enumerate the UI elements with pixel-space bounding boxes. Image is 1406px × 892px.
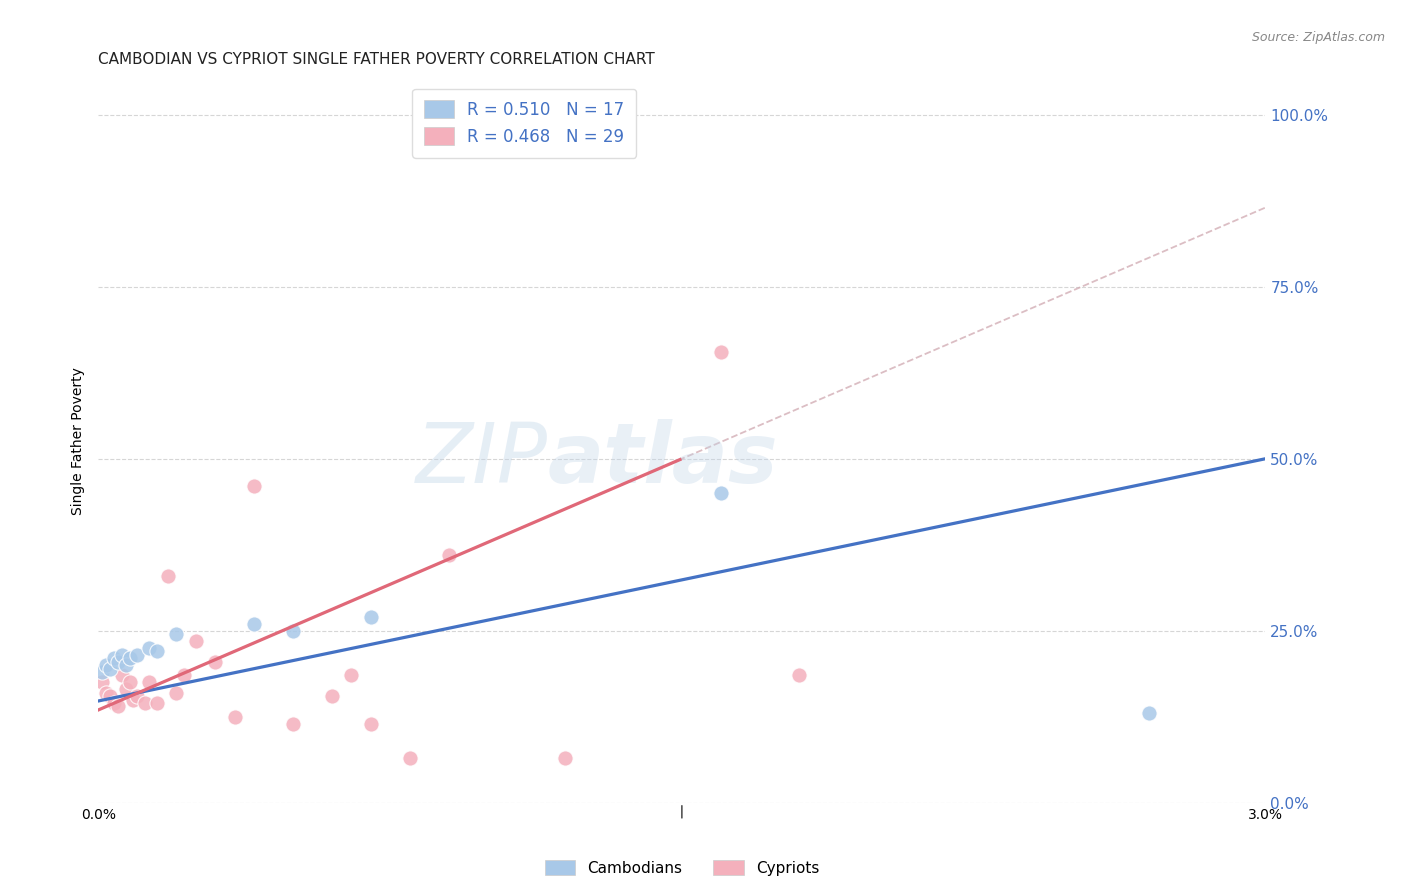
Point bbox=[1137, 706, 1160, 721]
Point bbox=[787, 668, 810, 682]
Point bbox=[98, 689, 121, 703]
Point bbox=[122, 692, 145, 706]
Point bbox=[138, 640, 160, 655]
Text: atlas: atlas bbox=[548, 419, 779, 500]
Point bbox=[165, 627, 187, 641]
Point bbox=[134, 696, 156, 710]
Point bbox=[165, 686, 187, 700]
Point bbox=[340, 668, 363, 682]
Point bbox=[127, 689, 149, 703]
Legend: Cambodians, Cypriots: Cambodians, Cypriots bbox=[538, 854, 825, 882]
Point bbox=[710, 345, 733, 359]
Y-axis label: Single Father Poverty: Single Father Poverty bbox=[72, 368, 86, 516]
Point bbox=[138, 675, 160, 690]
Point bbox=[710, 486, 733, 500]
Point bbox=[554, 751, 576, 765]
Point bbox=[118, 675, 141, 690]
Point bbox=[243, 616, 266, 631]
Point bbox=[146, 696, 169, 710]
Point bbox=[146, 644, 169, 658]
Point bbox=[111, 668, 134, 682]
Point bbox=[321, 689, 343, 703]
Text: ZIP: ZIP bbox=[416, 419, 548, 500]
Text: Source: ZipAtlas.com: Source: ZipAtlas.com bbox=[1251, 31, 1385, 45]
Point bbox=[98, 662, 121, 676]
Point bbox=[127, 648, 149, 662]
Point bbox=[437, 548, 460, 562]
Point bbox=[360, 716, 382, 731]
Point bbox=[281, 624, 304, 638]
Point bbox=[103, 651, 125, 665]
Point bbox=[114, 682, 136, 697]
Point bbox=[173, 668, 195, 682]
Point bbox=[243, 479, 266, 493]
Point bbox=[184, 634, 207, 648]
Point bbox=[118, 651, 141, 665]
Point bbox=[107, 655, 129, 669]
Point bbox=[96, 658, 118, 673]
Point bbox=[91, 665, 114, 679]
Point bbox=[360, 610, 382, 624]
Point bbox=[281, 716, 304, 731]
Point bbox=[157, 568, 180, 582]
Point bbox=[96, 686, 118, 700]
Point bbox=[107, 699, 129, 714]
Point bbox=[111, 648, 134, 662]
Point bbox=[91, 675, 114, 690]
Point bbox=[103, 696, 125, 710]
Text: CAMBODIAN VS CYPRIOT SINGLE FATHER POVERTY CORRELATION CHART: CAMBODIAN VS CYPRIOT SINGLE FATHER POVER… bbox=[98, 52, 655, 67]
Point bbox=[114, 658, 136, 673]
Point bbox=[204, 655, 226, 669]
Point bbox=[398, 751, 420, 765]
Point bbox=[224, 710, 246, 724]
